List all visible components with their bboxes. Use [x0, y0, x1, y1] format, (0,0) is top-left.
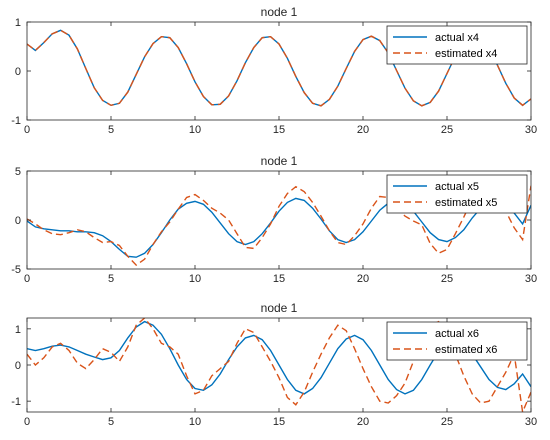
legend-box	[386, 174, 528, 214]
x-tick-label: 30	[525, 273, 537, 285]
x-tick-label: 15	[273, 124, 285, 136]
x-tick-label: 30	[525, 124, 537, 136]
series-line-2	[27, 29, 531, 107]
legend-label-1: actual x5	[435, 181, 479, 193]
x-tick-label: 20	[357, 124, 369, 136]
legend: actual x6 estimated x6	[386, 321, 528, 361]
x-tick-label: 0	[24, 273, 30, 285]
x-tick-label: 5	[108, 273, 114, 285]
x-tick-label: 25	[441, 416, 453, 428]
x-tick-label: 15	[273, 273, 285, 285]
y-tick-label: 0	[15, 66, 21, 78]
y-tick-label: 1	[15, 324, 21, 336]
y-tick-label: -1	[11, 396, 21, 408]
y-tick-label: 0	[15, 215, 21, 227]
x-tick-label: 25	[441, 124, 453, 136]
x-tick-label: 25	[441, 273, 453, 285]
chart-title: node 1	[261, 301, 298, 315]
legend-label-2: estimated x4	[435, 48, 497, 60]
legend-box	[386, 321, 528, 361]
x-tick-label: 10	[189, 416, 201, 428]
x-tick-label: 5	[108, 124, 114, 136]
series-line-2	[27, 318, 531, 412]
legend-label-2: estimated x5	[435, 197, 497, 209]
x-tick-label: 20	[357, 416, 369, 428]
chart-title: node 1	[261, 5, 298, 19]
chart-title: node 1	[261, 154, 298, 168]
y-tick-label: 1	[15, 17, 21, 29]
legend-label-2: estimated x6	[435, 344, 497, 356]
x-tick-label: 20	[357, 273, 369, 285]
legend-label-1: actual x4	[435, 32, 479, 44]
series-line-2	[27, 185, 531, 267]
y-tick-label: -5	[11, 264, 21, 276]
legend-label-1: actual x6	[435, 328, 479, 340]
legend: actual x5 estimated x5	[386, 174, 528, 214]
legend: actual x4 estimated x4	[386, 25, 528, 65]
x-tick-label: 30	[525, 416, 537, 428]
legend-box	[386, 25, 528, 65]
x-tick-label: 10	[189, 124, 201, 136]
y-tick-label: -1	[11, 115, 21, 127]
x-tick-label: 10	[189, 273, 201, 285]
y-tick-label: 0	[15, 360, 21, 372]
x-tick-label: 5	[108, 416, 114, 428]
x-tick-label: 0	[24, 416, 30, 428]
chart-panel-3: node 10 5 10 15 20 25 30-101 actual x6estimated…	[11, 301, 537, 428]
y-tick-label: 5	[15, 166, 21, 178]
x-tick-label: 0	[24, 124, 30, 136]
x-tick-label: 15	[273, 416, 285, 428]
